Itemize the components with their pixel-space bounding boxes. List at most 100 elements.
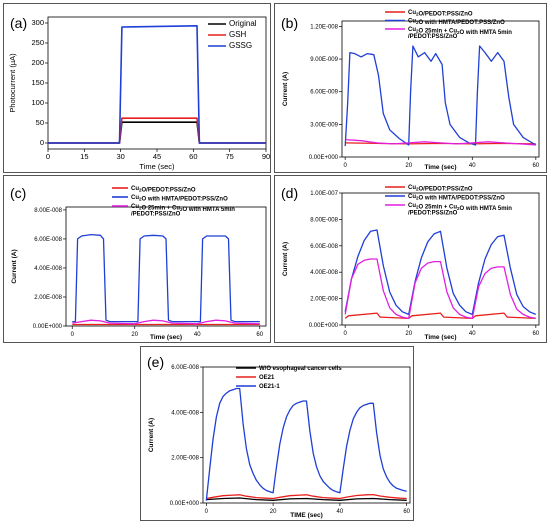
chart-d: (d) 0 20 40 60 0.00E+000 2.00E-008 4.00E-008 6.… [281,185,540,341]
x-tick-label: 0 [46,152,50,161]
x-tick-label: 20 [405,331,412,337]
x-tick-label: 0 [344,331,348,337]
y-tick-label: 9.00E-009 [310,57,338,63]
panel-label: (a) [10,15,27,31]
series-line-cu-o-pedot-pss-zno [344,312,536,320]
x-axis-label: Time (sec) [424,164,456,171]
x-tick-label: 60 [256,332,263,338]
series-line-cu-o-25min-cu-o-with-hmta-5min-pedot-pss-zno [344,258,536,320]
legend-label-cont: /PEDOT:PSS/ZnO [131,212,181,218]
y-tick-label: 6.00E-009 [310,90,338,96]
plot-frame [65,206,267,327]
y-tick-label: 200 [31,58,44,67]
y-tick-label: 0.00E+000 [33,324,63,330]
series-line-w-o-esophageal-cancer-cells [206,497,407,501]
panel-label: (e) [147,354,164,370]
legend-label: Cu2O 25min + Cu2O with HMTA 5min [131,204,235,213]
legend-label: OE21 [259,375,275,381]
plot-frame [341,20,540,158]
panel-label: (d) [281,185,298,201]
y-tick-label: 8.00E-008 [310,217,338,223]
y-tick-label: 50 [36,118,44,127]
y-tick-label: 300 [31,18,44,27]
x-axis-label: Time (sec) [150,334,182,341]
y-tick-label: 8.00E-008 [34,208,62,214]
y-tick-label: 6.00E-008 [310,244,338,250]
legend-label: GSSG [229,41,252,50]
y-tick-label: 150 [31,78,44,87]
y-axis-label: Current (A) [11,249,18,283]
y-tick-label: 0 [40,138,44,147]
x-tick-label: 0 [71,332,75,338]
y-tick-label: 0.00E+000 [309,155,339,161]
panel-c: (c) 0 20 40 60 0.00E+000 2.00E-008 4.00E-008 6.… [3,175,271,343]
x-axis-label: Time (sec) [139,162,175,171]
x-tick-label: 0 [205,509,209,515]
legend-label: Cu2O 25min + Cu2O with HMTA 5min [408,203,512,212]
x-tick-label: 20 [405,163,412,169]
x-tick-label: 30 [116,152,124,161]
series-line-original [48,121,266,144]
y-tick-label: 4.00E-008 [34,266,62,272]
x-tick-label: 15 [80,152,88,161]
x-tick-label: 45 [153,152,161,161]
y-axis-label: Current (A) [282,72,289,106]
x-tick-label: 40 [337,509,344,515]
y-tick-label: 6.00E-008 [34,237,62,243]
legend-label: GSH [229,30,247,39]
chart-a: (a) 0 15 30 45 60 75 90 0 50 100 150 200 250 300 Time … [8,15,270,171]
x-tick-label: 20 [131,332,138,338]
panel-e: (e) 0 20 40 60 0.00E+000 2.00E-008 4.00E-008 6.… [140,346,414,521]
y-tick-label: 0.00E+000 [170,501,200,507]
legend-label-cont: /PEDOT:PSS/ZnO [408,34,458,40]
plot-frame [202,366,411,504]
chart-e: (e) 0 20 40 60 0.00E+000 2.00E-008 4.00E-008 6.… [147,354,411,519]
y-axis-label: Current (A) [282,242,289,276]
y-axis-label: Current (A) [148,418,155,452]
chart-c: (c) 0 20 40 60 0.00E+000 2.00E-008 4.00E-008 6.… [10,185,267,341]
legend-label: Cu2O with HMTA/PEDOT:PSS/ZnO [408,194,505,202]
legend-label: W/O esophageal cancer cells [259,366,342,372]
y-tick-label: 0.00E+000 [309,323,339,329]
x-tick-label: 20 [270,509,277,515]
legend-label: Cu2O/PEDOT:PSS/ZnO [408,185,473,193]
y-tick-label: 250 [31,38,44,47]
y-tick-label: 4.00E-008 [171,410,199,416]
series-line-cu-o-with-hmta-pedot-pss-zno [344,229,537,316]
x-tick-label: 60 [532,331,539,337]
y-tick-label: 6.00E-008 [171,365,199,371]
x-tick-label: 75 [225,152,233,161]
legend-label: Cu2O with HMTA/PEDOT:PSS/ZnO [408,19,505,27]
series-line-oe21 [206,493,407,500]
panel-label: (b) [281,15,298,31]
x-tick-label: 60 [189,152,197,161]
legend-label: Original [229,19,257,28]
x-axis-label: Time (sec) [424,334,456,341]
x-tick-label: 40 [194,332,201,338]
x-tick-label: 0 [344,163,348,169]
x-axis-label: TIME (sec) [290,512,323,519]
panel-b: (b) 0 20 40 60 0.00E+000 3.00E-009 6.00E-009 9.… [274,3,547,173]
x-tick-label: 60 [532,163,539,169]
series-line-oe21-1 [205,387,407,501]
x-tick-label: 60 [403,509,410,515]
x-tick-label: 40 [469,331,476,337]
y-tick-label: 3.00E-009 [310,122,338,128]
series-line-cu-o-25min-cu-o-with-hmta-5min-pedot-pss-zno [345,138,536,146]
plot-frame [341,192,540,326]
y-axis-label: Photocurrent (µA) [8,53,17,113]
x-tick-label: 90 [262,152,270,161]
y-tick-label: 2.00E-008 [34,295,62,301]
legend-label: Cu2O 25min + Cu2O with HMTA 5min [408,27,512,36]
legend-label: OE21-1 [259,384,280,390]
series-line-cu-o-25min-cu-o-with-hmta-5min-pedot-pss-zno [72,319,260,325]
panel-label: (c) [10,185,26,201]
legend-label: Cu2O with HMTA/PEDOT:PSS/ZnO [131,195,228,203]
y-tick-label: 2.00E-008 [171,456,199,462]
chart-b: (b) 0 20 40 60 0.00E+000 3.00E-009 6.00E-009 9.… [281,10,540,171]
x-tick-label: 40 [469,163,476,169]
legend-label: Cu2O/PEDOT:PSS/ZnO [131,186,196,194]
y-tick-label: 1.00E-007 [310,191,338,197]
panel-d: (d) 0 20 40 60 0.00E+000 2.00E-008 4.00E-008 6.… [274,175,547,343]
legend-label-cont: /PEDOT:PSS/ZnO [408,211,458,217]
